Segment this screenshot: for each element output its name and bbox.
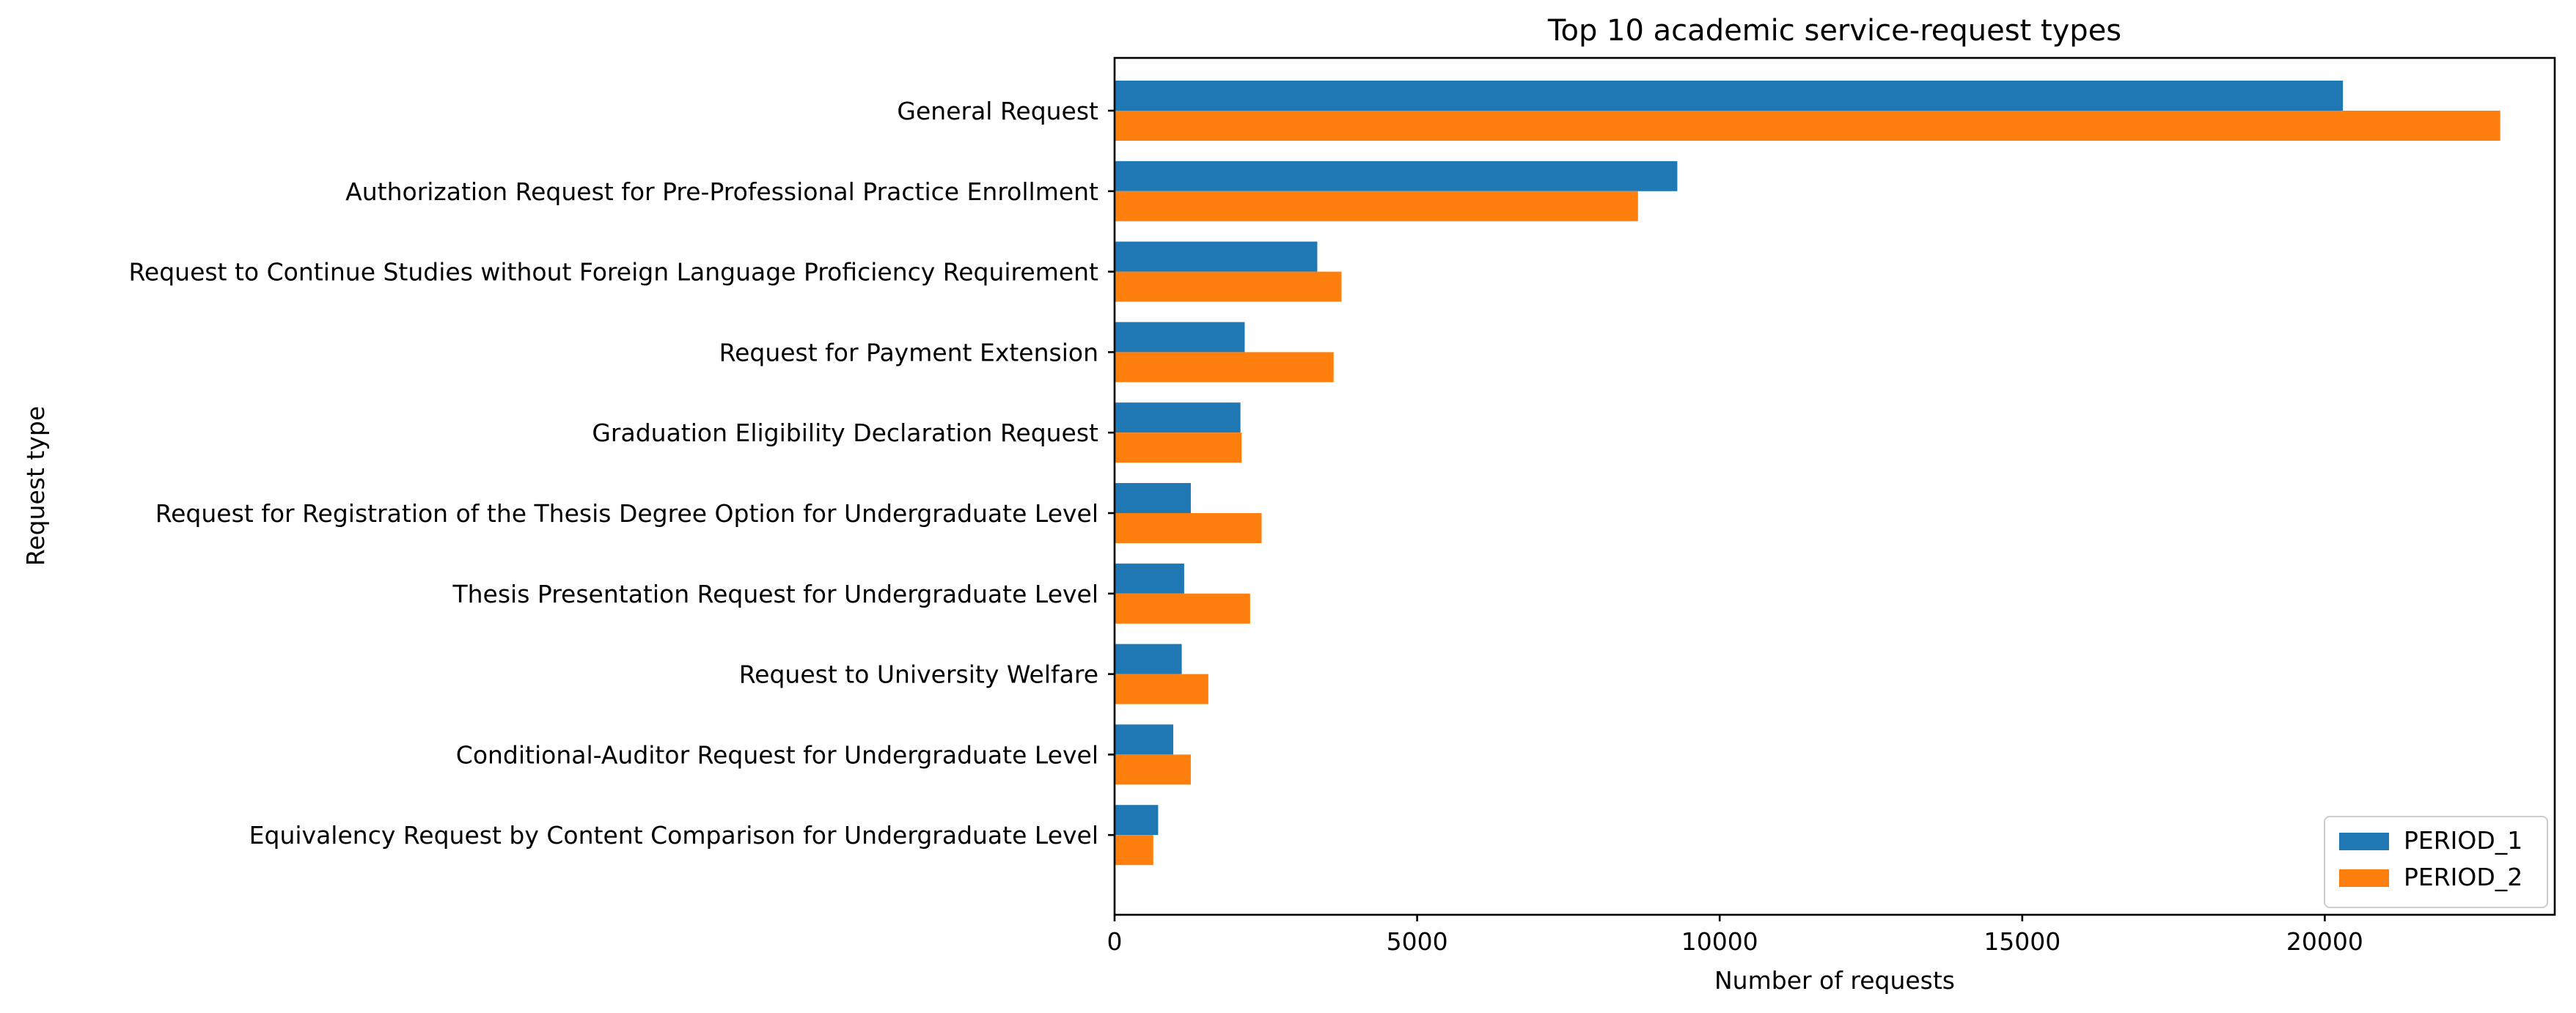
bar-period_1-6 (1115, 563, 1184, 594)
bar-period_1-4 (1115, 402, 1241, 433)
legend-label-period_2: PERIOD_2 (2404, 863, 2522, 891)
bar-period_2-9 (1115, 835, 1153, 866)
y-tick-label: Request for Registration of the Thesis D… (155, 499, 1098, 528)
bar-period_1-2 (1115, 241, 1318, 272)
x-tick-label: 0 (1107, 927, 1123, 956)
bars-layer (1115, 81, 2500, 866)
y-tick-label: General Request (897, 97, 1098, 125)
bar-period_1-9 (1115, 805, 1159, 836)
bar-period_2-0 (1115, 111, 2500, 141)
bar-period_2-8 (1115, 754, 1191, 785)
x-tick-label: 10000 (1681, 927, 1758, 956)
bar-period_2-4 (1115, 432, 1242, 463)
bar-period_1-8 (1115, 724, 1174, 755)
legend-swatch-period_1 (2339, 833, 2389, 850)
x-tick-label: 20000 (2286, 927, 2363, 956)
x-tick-label: 5000 (1387, 927, 1448, 956)
x-tick-label: 15000 (1984, 927, 2061, 956)
plot-frame (1113, 56, 2556, 916)
bar-period_2-2 (1115, 271, 1342, 302)
bar-period_1-3 (1115, 322, 1245, 353)
bar-period_2-6 (1115, 593, 1250, 624)
x-axis: 0 5000 10000 15000 20000 (1107, 915, 2363, 956)
y-tick-label: Thesis Presentation Request for Undergra… (452, 580, 1098, 608)
chart-title: Top 10 academic service-request types (1547, 14, 2121, 48)
bar-period_2-1 (1115, 191, 1638, 221)
bar-period_1-7 (1115, 644, 1182, 674)
legend-swatch-period_2 (2339, 869, 2389, 887)
y-tick-label: Request for Payment Extension (719, 338, 1098, 366)
bar-period_1-5 (1115, 483, 1191, 513)
bar-period_1-1 (1115, 161, 1678, 191)
y-tick-label: Authorization Request for Pre-Profession… (345, 177, 1098, 206)
bar-period_1-0 (1115, 81, 2344, 111)
y-tick-label: Request to Continue Studies without Fore… (128, 258, 1098, 287)
y-tick-label: Request to University Welfare (739, 660, 1098, 689)
legend: PERIOD_1 PERIOD_2 (2324, 816, 2548, 908)
y-tick-label: Graduation Eligibility Declaration Reque… (592, 419, 1098, 447)
y-axis: General Request Authorization Request for… (128, 97, 1115, 850)
bar-period_2-5 (1115, 513, 1262, 543)
legend-label-period_1: PERIOD_1 (2404, 826, 2522, 855)
y-tick-label: Equivalency Request by Content Compariso… (249, 821, 1098, 850)
bar-period_2-7 (1115, 674, 1208, 704)
y-axis-title: Request type (21, 406, 50, 566)
x-axis-title: Number of requests (1714, 966, 1955, 995)
bar-period_2-3 (1115, 352, 1334, 383)
y-tick-label: Conditional-Auditor Request for Undergra… (456, 740, 1098, 769)
